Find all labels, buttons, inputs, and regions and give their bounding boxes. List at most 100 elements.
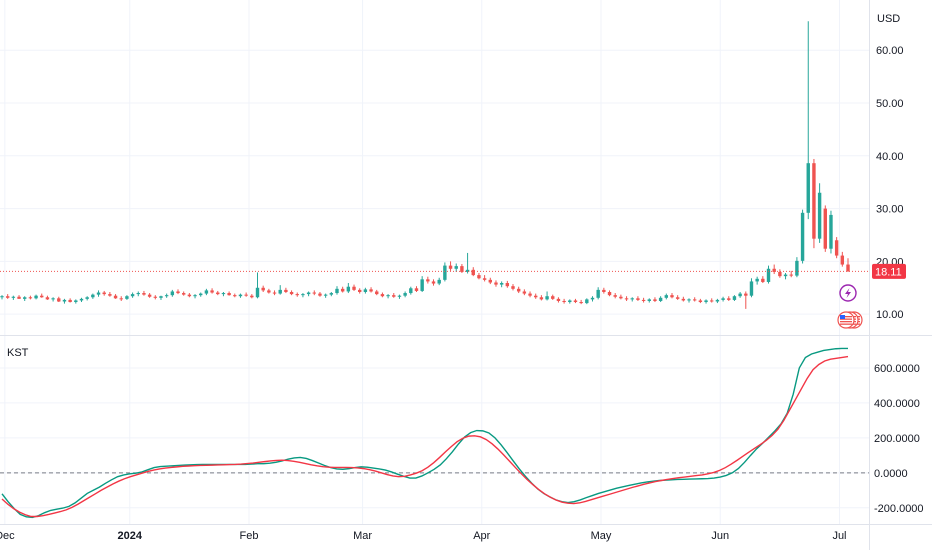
price-pane[interactable] [0,21,869,309]
lightning-bolt-icon[interactable] [839,284,857,302]
candle-body [641,299,646,301]
candle-body [505,283,510,287]
candle-body [346,286,351,292]
us-flag-stripe [840,316,852,318]
candle-body [306,292,311,295]
candle [74,299,78,304]
candle-body [392,295,396,297]
candle [238,293,243,298]
candle [534,293,538,299]
kst-pane[interactable]: KST [0,347,869,519]
candle [193,294,197,299]
candle-body [568,300,572,303]
candle [783,272,788,280]
candle-body [624,298,629,300]
candle-body [653,299,657,301]
us-flag-icon [837,311,855,329]
candle [62,298,67,304]
candle [590,296,595,302]
candle [766,265,771,284]
candle [522,289,527,296]
us-flag-stripe [840,323,852,325]
candle [204,288,209,296]
candle-body [823,208,827,249]
candle [250,294,254,299]
candle [443,262,447,282]
candle-body [68,299,72,303]
time-tick-label: Jul [832,530,846,542]
kst-axis[interactable]: -200.0000 0.0000 200.0000 400.0000 600.0000 [874,363,924,515]
candle [278,285,282,295]
candle [499,281,504,288]
time-tick-label: Mar [353,530,372,542]
candle-body [539,297,544,300]
candle [23,296,27,301]
candle-body [749,281,754,296]
candle [403,291,407,298]
candle-body [176,291,180,294]
candle [329,291,334,297]
candle-body [363,289,368,292]
time-axis[interactable]: Dec2024FebMarAprMayJunJulAug [0,530,932,542]
candle-body [585,299,589,304]
candle-body [573,300,578,303]
candle [284,287,288,294]
candle [636,296,640,301]
candle [829,210,833,254]
candle-body [130,294,135,297]
candle [516,286,521,294]
candlestick-series [0,21,850,309]
candle-body [840,255,845,265]
us-flag-icon-stack[interactable] [837,311,863,329]
grid-lines [0,0,869,524]
candle-body [471,269,475,276]
candle-body [607,291,612,296]
candle [681,296,686,302]
candle [562,298,566,304]
candle-body [312,292,316,294]
candle-body [113,295,118,299]
candle [647,298,651,303]
candle-body [721,298,725,300]
candle [318,291,322,297]
price-tick-label: 10.00 [876,309,904,321]
kst-signal-line [1,355,849,518]
candle-body [170,291,175,296]
candle-body [397,295,402,297]
candle [147,293,152,298]
candle [125,295,129,300]
candle [630,297,634,302]
candle [704,299,708,304]
candle-body [301,294,305,296]
candle [806,21,810,220]
candle-body [57,298,61,302]
candle-body [255,287,260,298]
candle-body [602,289,606,292]
candle-body [159,296,163,298]
candle-body [193,295,197,297]
candle [227,291,231,296]
candle [119,296,123,301]
candle-body [516,288,521,292]
candle-body [34,295,38,299]
candle [340,286,345,293]
kst-tick-label: 200.0000 [874,433,920,445]
us-flag-stripe [840,318,852,320]
candle [539,295,544,301]
candle-body [783,274,788,277]
candle [323,293,328,298]
candle-body [409,288,413,294]
candle [789,270,793,278]
candle-body [534,295,538,298]
candle-body [278,289,282,294]
candle [817,183,822,243]
candle-body [386,295,390,297]
candle [437,277,441,286]
candle-body [250,295,254,298]
candle-body [834,240,839,256]
candle-body [216,292,220,295]
candle [142,290,146,296]
